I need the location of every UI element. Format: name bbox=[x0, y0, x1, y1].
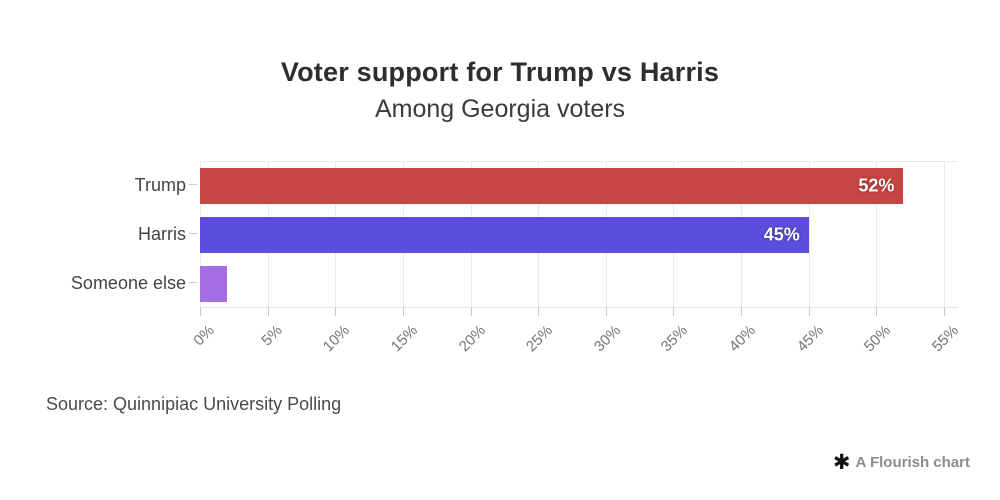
plot-area: 52% 45% bbox=[200, 161, 958, 308]
chart-subtitle: Among Georgia voters bbox=[374, 95, 626, 123]
x-tick-label-5%: 5% bbox=[258, 322, 287, 350]
flourish-credit[interactable]: ✱ A Flourish chart bbox=[833, 452, 970, 473]
axis-tick-0% bbox=[200, 308, 201, 316]
axis-tick-20% bbox=[471, 308, 472, 316]
x-tick-label-20%: 20% bbox=[455, 322, 490, 356]
x-tick-label-10%: 10% bbox=[319, 322, 354, 356]
axis-tick-15% bbox=[403, 308, 404, 316]
source-note: Source: Quinnipiac University Polling bbox=[46, 394, 342, 414]
bar-trump[interactable]: 52% bbox=[200, 168, 904, 204]
bar-someone-else[interactable] bbox=[200, 266, 228, 302]
gridline-45% bbox=[809, 162, 810, 307]
axis-tick-40% bbox=[741, 308, 742, 316]
axis-tick-35% bbox=[673, 308, 674, 316]
axis-tick-25% bbox=[538, 308, 539, 316]
flourish-credit-label: A Flourish chart bbox=[855, 454, 970, 471]
axis-tick-10% bbox=[335, 308, 336, 316]
bar-value-harris: 45% bbox=[763, 224, 800, 245]
x-tick-label-0%: 0% bbox=[190, 322, 219, 350]
axis-tick-50% bbox=[876, 308, 877, 316]
gridline-55% bbox=[944, 162, 945, 307]
x-tick-label-45%: 45% bbox=[793, 322, 828, 356]
x-tick-label-55%: 55% bbox=[928, 322, 963, 356]
x-tick-label-30%: 30% bbox=[590, 322, 625, 356]
x-tick-label-25%: 25% bbox=[522, 322, 557, 356]
axis-tick-55% bbox=[944, 308, 945, 316]
bar-value-trump: 52% bbox=[858, 175, 895, 196]
axis-tick-30% bbox=[606, 308, 607, 316]
x-tick-label-15%: 15% bbox=[387, 322, 422, 356]
category-label-harris: Harris bbox=[138, 224, 186, 244]
x-tick-label-35%: 35% bbox=[657, 322, 692, 356]
gridline-50% bbox=[876, 162, 877, 307]
flourish-asterisk-icon: ✱ bbox=[832, 451, 851, 474]
axis-tick-5% bbox=[268, 308, 269, 316]
category-label-someone-else: Someone else bbox=[70, 273, 186, 293]
category-tick-harris bbox=[189, 233, 197, 234]
chart-title: Voter support for Trump vs Harris bbox=[280, 57, 720, 87]
category-tick-trump bbox=[189, 184, 197, 185]
axis-tick-45% bbox=[809, 308, 810, 316]
category-tick-someone-else bbox=[189, 282, 197, 283]
category-label-trump: Trump bbox=[134, 175, 186, 195]
x-tick-label-50%: 50% bbox=[860, 322, 895, 356]
bar-harris[interactable]: 45% bbox=[200, 217, 809, 253]
x-tick-label-40%: 40% bbox=[725, 322, 760, 356]
